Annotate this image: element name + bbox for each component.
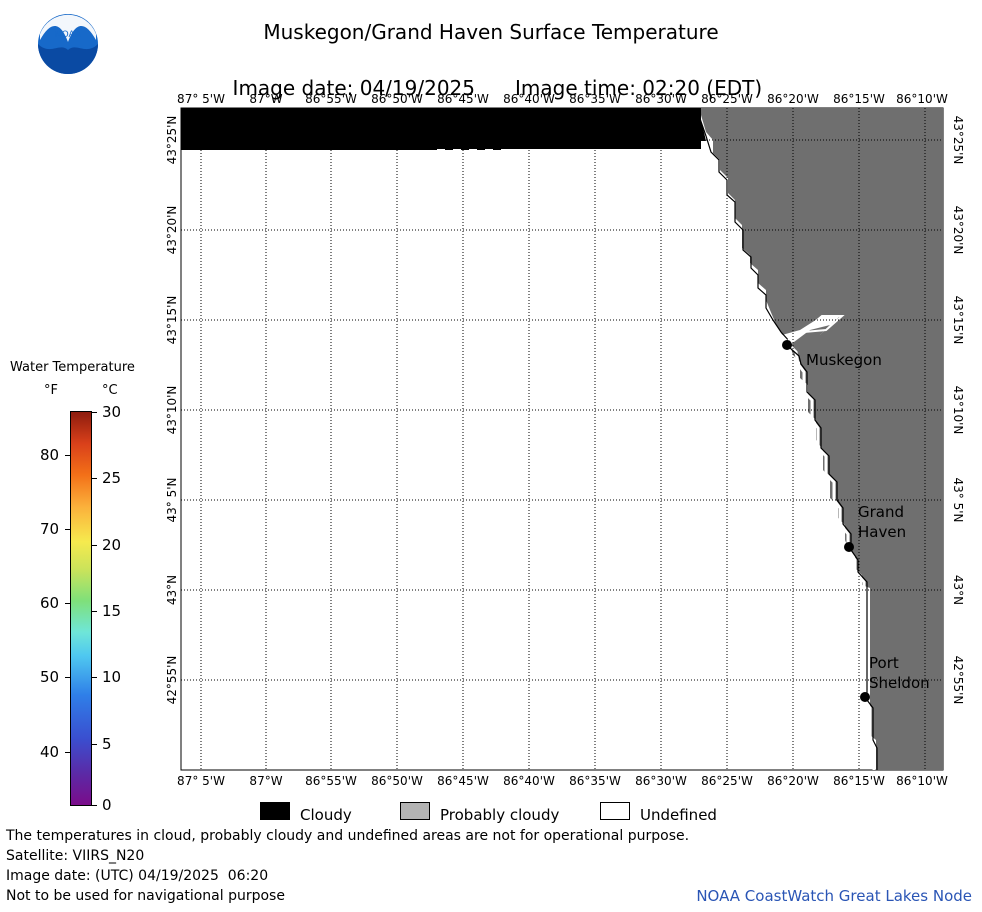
- legend-label-probably-cloudy: Probably cloudy: [440, 806, 560, 824]
- c-tick: 15: [102, 602, 122, 620]
- lon-label: 87°W: [249, 92, 283, 106]
- legend-swatch-undefined: [600, 802, 630, 820]
- legend-swatch-cloudy: [260, 802, 290, 820]
- scale-unit-f: °F: [44, 383, 58, 398]
- lon-label: 86°45'W: [437, 774, 489, 788]
- lat-label: 43°25'N: [165, 115, 179, 165]
- lat-label: 43°N: [165, 574, 179, 606]
- lon-label: 86°30'W: [635, 92, 687, 106]
- legend-label-undefined: Undefined: [640, 806, 717, 824]
- lat-label: 43°10'N: [951, 385, 965, 435]
- c-tick: 0: [102, 796, 112, 814]
- noaa-logo: NOAA: [37, 13, 99, 75]
- lon-label: 86°20'W: [767, 92, 819, 106]
- lat-label: 42°55'N: [951, 655, 965, 705]
- legend-swatch-probably-cloudy: [400, 802, 430, 820]
- navigation-warning: Not to be used for navigational purpose: [6, 888, 285, 904]
- lon-label: 86°35'W: [569, 774, 621, 788]
- satellite-text: Satellite: VIIRS_N20: [6, 848, 145, 864]
- lon-label: 86°30'W: [635, 774, 687, 788]
- lat-label: 43°N: [951, 574, 965, 606]
- lat-label: 43° 5'N: [951, 477, 965, 523]
- f-tick: 60: [40, 594, 60, 612]
- lon-label: 86°10'W: [896, 774, 948, 788]
- shoreline: [695, 111, 876, 770]
- lon-label: 86°40'W: [503, 774, 555, 788]
- image-time: Image time: 02:20 (EDT): [515, 76, 763, 100]
- lon-label: 87°W: [249, 774, 283, 788]
- lon-label: 86°15'W: [833, 92, 885, 106]
- lon-label: 86°55'W: [305, 774, 357, 788]
- lon-label: 86°10'W: [896, 92, 948, 106]
- lon-label: 86°45'W: [437, 92, 489, 106]
- lon-label: 86°15'W: [833, 774, 885, 788]
- image-datetime: Image date: 04/19/2025 Image time: 02:20 …: [0, 52, 982, 100]
- graticule: [181, 108, 943, 770]
- map-title: Muskegon/Grand Haven Surface Temperature: [263, 20, 719, 44]
- svg-text:NOAA: NOAA: [55, 30, 82, 40]
- port-sheldon-marker: [860, 692, 870, 702]
- lon-label: 86°40'W: [503, 92, 555, 106]
- lat-label: 43°15'N: [951, 295, 965, 345]
- lat-label: 43°25'N: [951, 115, 965, 165]
- land-area: [697, 108, 943, 770]
- disclaimer-text: The temperatures in cloud, probably clou…: [6, 828, 690, 844]
- lat-label: 43°10'N: [165, 385, 179, 435]
- lat-label: 43°20'N: [951, 205, 965, 255]
- scale-unit-c: °C: [102, 383, 118, 398]
- lon-label: 86°55'W: [305, 92, 357, 106]
- lon-label: 86°25'W: [701, 774, 753, 788]
- lon-label: 87° 5'W: [177, 774, 225, 788]
- image-date: Image date: 04/19/2025: [232, 76, 476, 100]
- f-tick: 40: [40, 743, 60, 761]
- lon-label: 86°50'W: [371, 774, 423, 788]
- lon-label: 86°20'W: [767, 774, 819, 788]
- c-tick: 20: [102, 536, 122, 554]
- c-tick: 25: [102, 469, 122, 487]
- lat-label: 43° 5'N: [165, 477, 179, 523]
- grand-haven-marker: [844, 542, 854, 552]
- c-tick: 5: [102, 735, 112, 753]
- city-label-muskegon: Muskegon: [806, 351, 882, 369]
- lon-label: 87° 5'W: [177, 92, 225, 106]
- muskegon-marker: [782, 340, 792, 350]
- city-label-port-sheldon: Port Sheldon: [869, 654, 930, 692]
- lat-label: 43°15'N: [165, 295, 179, 345]
- lon-label: 86°50'W: [371, 92, 423, 106]
- f-tick: 80: [40, 446, 60, 464]
- f-tick: 70: [40, 520, 60, 538]
- legend-label-cloudy: Cloudy: [300, 806, 352, 824]
- credit-text: NOAA CoastWatch Great Lakes Node: [696, 887, 972, 905]
- f-tick: 50: [40, 668, 60, 686]
- lon-label: 86°25'W: [701, 92, 753, 106]
- city-label-grand-haven: Grand Haven: [858, 503, 907, 541]
- lat-label: 42°55'N: [165, 655, 179, 705]
- temperature-color-scale: [70, 411, 92, 806]
- scale-title: Water Temperature: [10, 360, 135, 375]
- utc-date-text: Image date: (UTC) 04/19/2025 06:20: [6, 868, 269, 884]
- c-tick: 30: [102, 403, 122, 421]
- c-tick: 10: [102, 668, 122, 686]
- lat-label: 43°20'N: [165, 205, 179, 255]
- cloud-edge-pixels: [181, 141, 501, 150]
- lon-label: 86°35'W: [569, 92, 621, 106]
